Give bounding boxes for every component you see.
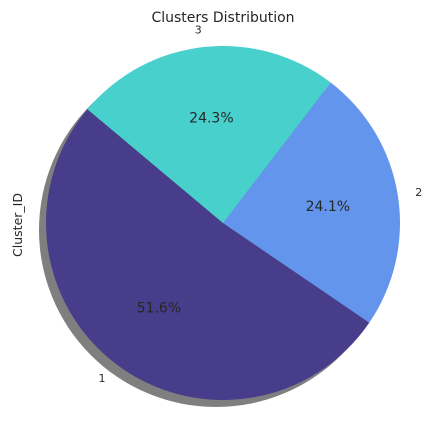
slice-percent-3: 24.3% [189, 110, 233, 126]
slice-percent-1: 51.6% [137, 301, 181, 317]
pie-labels: 1 51.6% 2 24.1% 3 24.3% [99, 23, 423, 385]
slice-label-3: 3 [195, 23, 202, 36]
pie-slice-3 [87, 45, 331, 223]
pie-slice-2 [223, 82, 400, 323]
slice-percent-2: 24.1% [306, 199, 350, 215]
chart-title: Clusters Distribution [151, 10, 294, 26]
slice-label-1: 1 [99, 372, 106, 385]
pie-slice-1 [45, 109, 370, 401]
slice-label-2: 2 [415, 186, 422, 199]
pie-slices [45, 45, 400, 401]
y-axis-label: Cluster_ID [10, 193, 25, 257]
